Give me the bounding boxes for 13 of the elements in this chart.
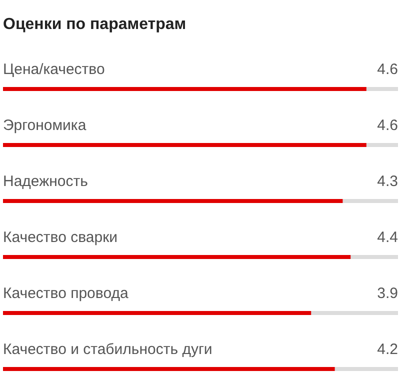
text: Оценки по параметрам (3, 16, 186, 33)
data-label: 4.2 (377, 341, 398, 358)
y-tick-label: Качество и стабильность дуги (3, 341, 212, 358)
y-tick-label: Качество провода (3, 285, 129, 302)
y-tick-label: Надежность (3, 173, 88, 190)
data-label: 3.9 (377, 285, 398, 302)
data-label: 4.4 (377, 229, 398, 246)
data-label: 4.6 (377, 61, 398, 78)
data-label: 4.3 (377, 173, 398, 190)
y-tick-label: Качество сварки (3, 229, 118, 246)
y-tick-label: Эргономика (3, 117, 87, 134)
y-tick-label: Цена/качество (3, 61, 105, 78)
data-label: 4.6 (377, 117, 398, 134)
